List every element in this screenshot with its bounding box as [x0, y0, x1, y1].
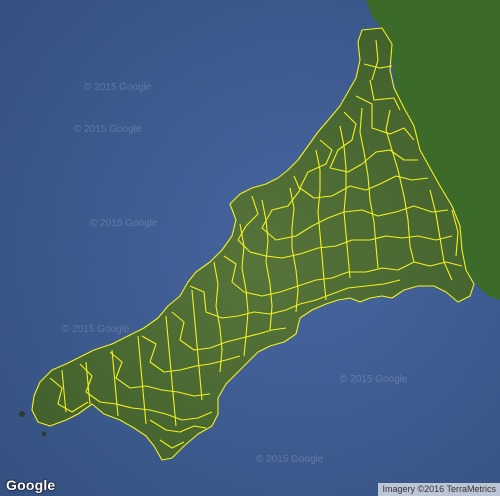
cornwall-land: [32, 28, 474, 460]
island-rock: [19, 411, 25, 417]
island-rock: [41, 431, 47, 437]
parish-boundaries: [31, 27, 475, 461]
neighbor-land-devon: [366, 0, 500, 300]
svg-text:© 2015 Google: © 2015 Google: [90, 218, 158, 229]
svg-text:© 2015 Google: © 2015 Google: [62, 324, 130, 335]
watermark-layer: © 2015 Google © 2015 Google © 2015 Googl…: [62, 82, 408, 465]
google-logo[interactable]: Google: [6, 477, 56, 493]
svg-text:© 2015 Google: © 2015 Google: [256, 454, 324, 465]
svg-text:© 2015 Google: © 2015 Google: [340, 374, 408, 385]
svg-text:© 2015 Google: © 2015 Google: [74, 124, 142, 135]
svg-text:© 2015 Google: © 2015 Google: [84, 82, 152, 93]
imagery-attribution: Imagery ©2016 TerraMetrics: [378, 483, 500, 496]
